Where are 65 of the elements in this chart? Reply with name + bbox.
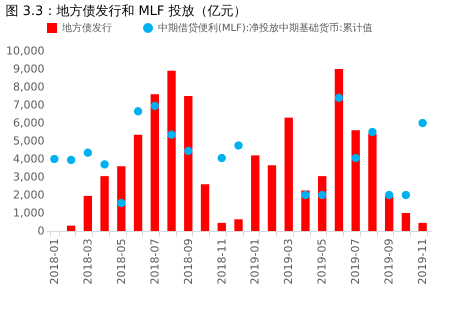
point xyxy=(318,190,326,200)
bar xyxy=(218,222,226,231)
x-tick-label: 2019-07 xyxy=(349,238,362,284)
bar xyxy=(402,213,410,231)
y-tick-label: 8,000 xyxy=(13,80,44,94)
bar xyxy=(251,155,260,231)
x-tick-label: 2018-01 xyxy=(48,238,61,284)
point xyxy=(100,160,109,169)
point xyxy=(150,102,159,110)
y-tick-label: 4,000 xyxy=(13,152,44,166)
y-tick-label: 7,000 xyxy=(13,98,44,112)
bar xyxy=(66,226,76,231)
point xyxy=(351,154,360,162)
x-tick-label: 2019-03 xyxy=(282,238,296,284)
x-tick-label: 2019-09 xyxy=(382,238,396,284)
x-tick-label: 2018-03 xyxy=(81,238,94,284)
point xyxy=(218,154,226,162)
y-tick-label: 1,000 xyxy=(13,206,44,220)
y-tick-label: 10,000 xyxy=(6,44,44,58)
x-tick-label: 2018-11 xyxy=(215,238,228,284)
y-tick-label: 3,000 xyxy=(13,170,44,184)
y-tick-label: 5,000 xyxy=(13,134,44,148)
point xyxy=(402,190,410,200)
y-tick-label: 9,000 xyxy=(13,62,44,76)
x-tick-label: 2018-09 xyxy=(182,238,195,284)
legend-label: 中期借贷便利(MLF):净投放中期基础货币:累计值 xyxy=(158,22,372,34)
point xyxy=(84,148,92,157)
bar xyxy=(100,176,109,231)
point xyxy=(50,154,59,164)
y-tick-label: 2,000 xyxy=(13,188,44,202)
bar xyxy=(284,118,293,231)
legend-label: 地方债发行 xyxy=(61,22,112,34)
bar xyxy=(418,222,427,231)
x-tick-label: 2018-05 xyxy=(114,238,128,284)
bar xyxy=(167,70,176,231)
x-tick-label: 2019-11 xyxy=(416,238,430,284)
point xyxy=(134,107,142,116)
y-tick-label: 0 xyxy=(38,224,44,238)
point xyxy=(234,141,243,150)
chart-title: 图 3.3：地方债发行和 MLF 投放（亿元） xyxy=(6,3,247,19)
point xyxy=(418,118,427,128)
point xyxy=(368,128,377,136)
bar xyxy=(234,219,243,231)
bar xyxy=(150,94,159,231)
y-tick-label: 6,000 xyxy=(13,116,44,130)
bar xyxy=(384,196,394,231)
point xyxy=(384,190,394,200)
bar xyxy=(351,130,360,231)
bar xyxy=(268,165,276,231)
point xyxy=(66,156,76,164)
bar xyxy=(134,134,142,231)
x-tick-label: 2018-07 xyxy=(148,238,162,284)
bar xyxy=(117,166,126,231)
point xyxy=(167,130,176,139)
bar xyxy=(84,196,92,231)
x-tick-label: 2019-01 xyxy=(248,238,262,284)
point xyxy=(117,198,126,208)
x-tick-label: 2019-05 xyxy=(316,238,329,284)
bar xyxy=(200,184,210,231)
point xyxy=(334,94,344,102)
point xyxy=(184,146,192,156)
point xyxy=(301,190,310,200)
bar xyxy=(368,134,377,231)
bar xyxy=(334,69,344,231)
bar xyxy=(184,96,192,231)
